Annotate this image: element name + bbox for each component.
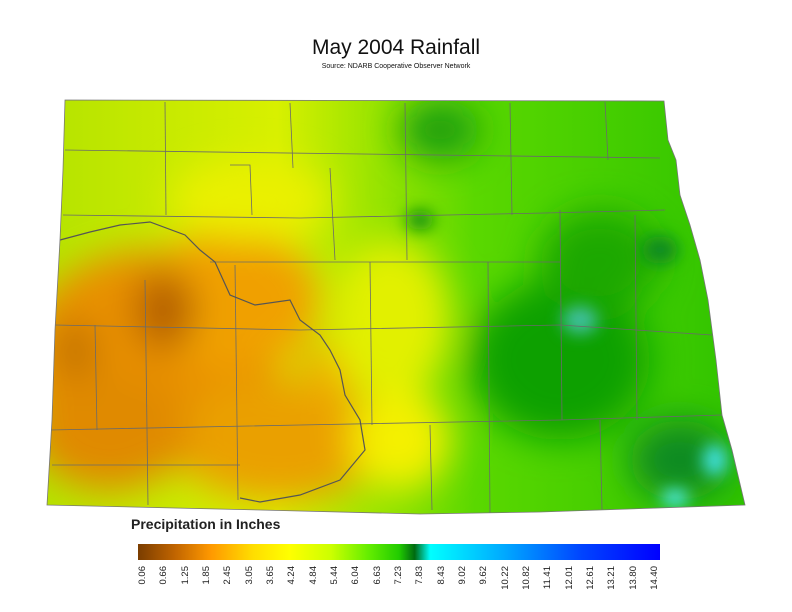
legend-tick-label: 13.21 — [606, 566, 618, 590]
legend-tick-label: 9.02 — [457, 566, 468, 585]
legend-tick-label: 12.01 — [563, 566, 575, 590]
legend-tick-label: 1.85 — [201, 566, 212, 585]
legend-tick-label: 3.05 — [243, 566, 255, 585]
legend-tick-label: 4.84 — [307, 566, 319, 585]
legend-tick-label: 3.65 — [265, 566, 276, 585]
legend-tick-label: 0.06 — [137, 566, 148, 585]
rainfall-map — [46, 99, 746, 515]
legend-tick-label: 5.44 — [329, 566, 340, 585]
state-outline — [46, 99, 746, 515]
legend-tick-label: 7.23 — [393, 566, 404, 585]
legend-tick-label: 8.43 — [435, 566, 447, 585]
precipitation-surface — [47, 100, 745, 514]
legend-tick-label: 2.45 — [222, 566, 234, 585]
map-subtitle: Source: NDARB Cooperative Observer Netwo… — [321, 63, 471, 70]
legend-tick-label: 11.41 — [542, 566, 554, 590]
legend-tick-label: 7.83 — [414, 566, 426, 585]
legend-tick-label: 12.61 — [585, 566, 596, 590]
legend-tick-label: 0.66 — [158, 566, 170, 585]
legend-color-bar — [138, 544, 660, 560]
legend-tick-label: 6.63 — [371, 566, 383, 585]
legend-title: Precipitation in Inches — [131, 516, 281, 532]
legend-tick-label: 4.24 — [286, 566, 298, 585]
legend-tick-label: 14.40 — [649, 566, 660, 590]
legend-tick-label: 9.62 — [478, 566, 490, 585]
legend-tick-label: 13.80 — [627, 566, 639, 590]
missouri-river — [59, 221, 366, 503]
map-title: May 2004 Rainfall — [311, 36, 481, 59]
legend-tick-label: 10.22 — [499, 566, 511, 590]
legend-tick-labels: 0.06 0.66 1.25 1.85 2.45 3.05 3.65 4.24 4.84 5.44… — [137, 566, 660, 606]
legend-tick-label: 10.82 — [521, 566, 532, 590]
legend-tick-label: 1.25 — [179, 566, 191, 585]
legend-tick-label: 6.04 — [350, 566, 362, 585]
